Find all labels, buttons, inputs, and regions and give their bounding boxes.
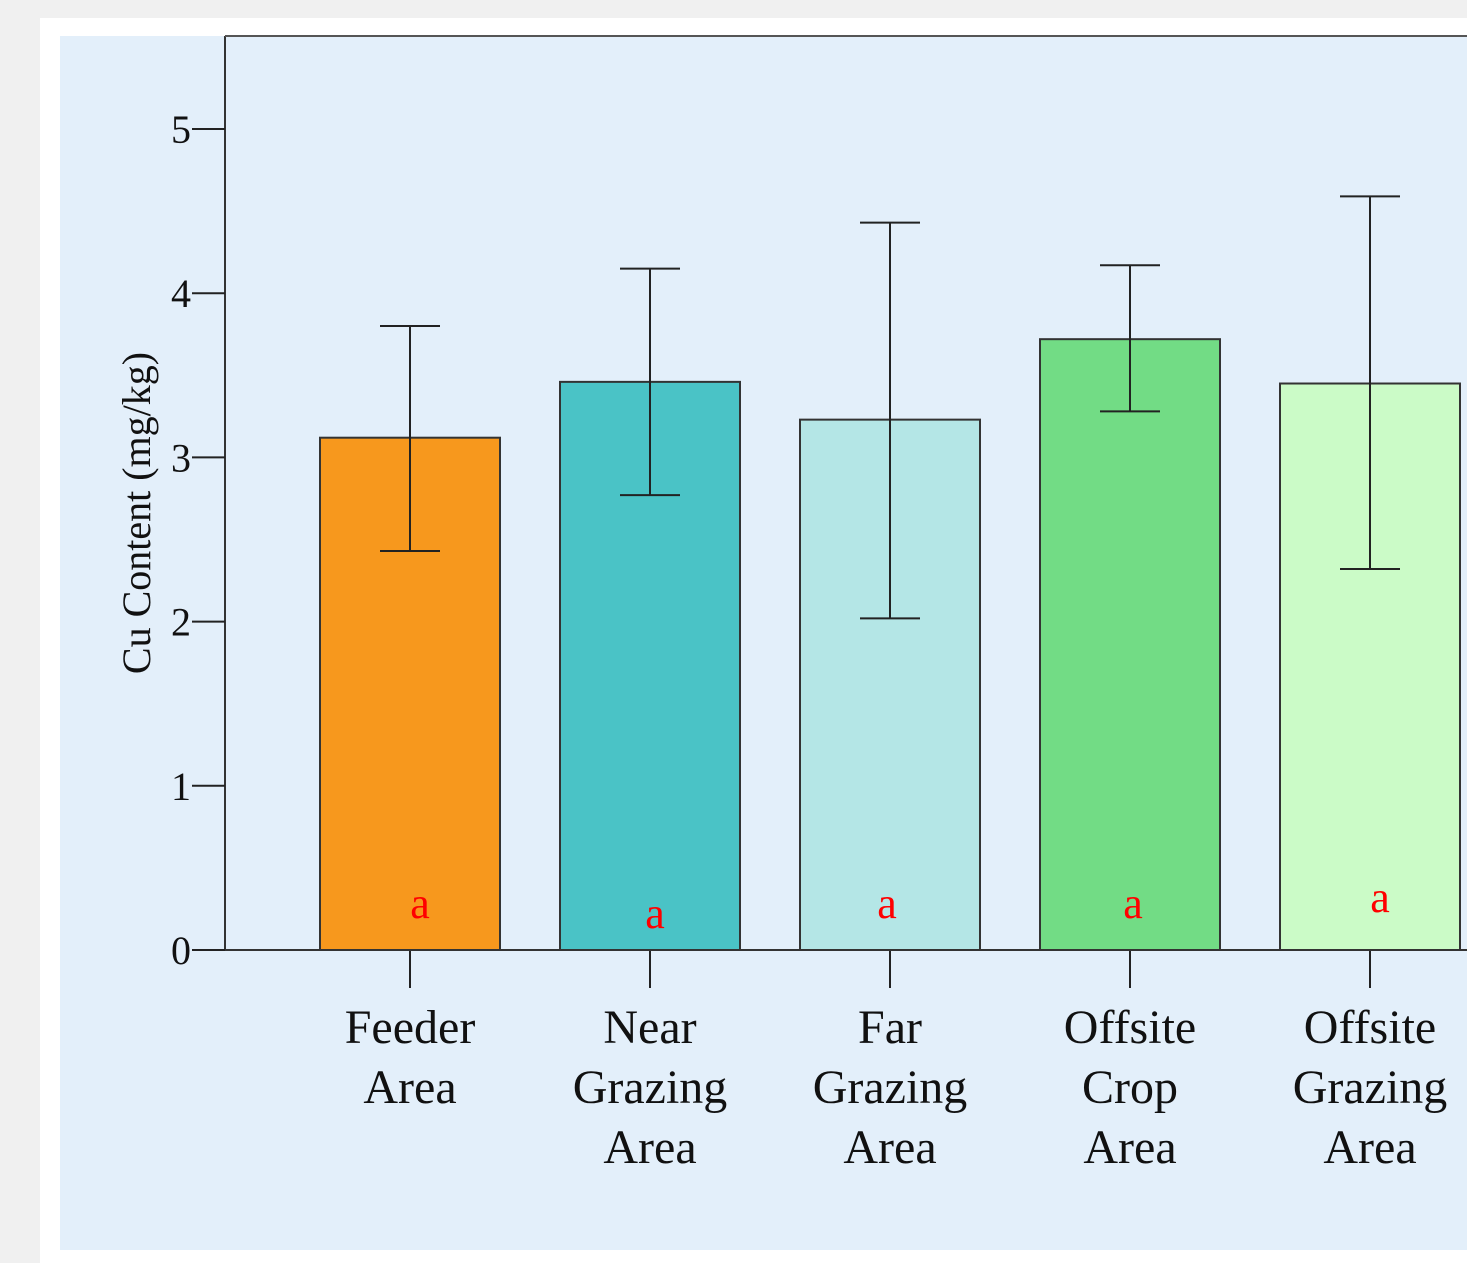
significance-label-1: a <box>410 879 430 928</box>
chart-marks: a Feeder Area a Near Grazing Area a Far Grazing Ar… <box>171 35 1467 1174</box>
chart-frame: Cu Content (mg/kg) a Feeder Area a Near Grazi… <box>40 18 1467 1263</box>
y-tick-label-2: 2 <box>171 600 191 645</box>
significance-label-3: a <box>877 879 897 928</box>
significance-label-4: a <box>1123 879 1143 928</box>
x-tick-label-1: Feeder Area <box>345 1001 476 1114</box>
y-axis-title: Cu Content (mg/kg) <box>114 352 159 674</box>
x-tick-label-5: Offsite Grazing Area <box>1293 1001 1448 1174</box>
x-tick-label-3: Far Grazing Area <box>813 1001 968 1174</box>
bar-chart: Cu Content (mg/kg) a Feeder Area a Near Grazi… <box>60 35 1467 1250</box>
y-tick-label-3: 3 <box>171 435 191 480</box>
significance-label-5: a <box>1370 873 1390 922</box>
x-tick-label-4: Offsite Crop Area <box>1064 1001 1196 1174</box>
plot-background <box>60 36 1467 1250</box>
y-tick-label-1: 1 <box>171 764 191 809</box>
significance-label-2: a <box>645 889 665 938</box>
y-tick-label-5: 5 <box>171 107 191 152</box>
y-tick-label-4: 4 <box>171 271 191 316</box>
bar-4 <box>1039 338 1221 951</box>
y-tick-label-0: 0 <box>171 928 191 973</box>
x-tick-label-2: Near Grazing Area <box>573 1001 728 1174</box>
